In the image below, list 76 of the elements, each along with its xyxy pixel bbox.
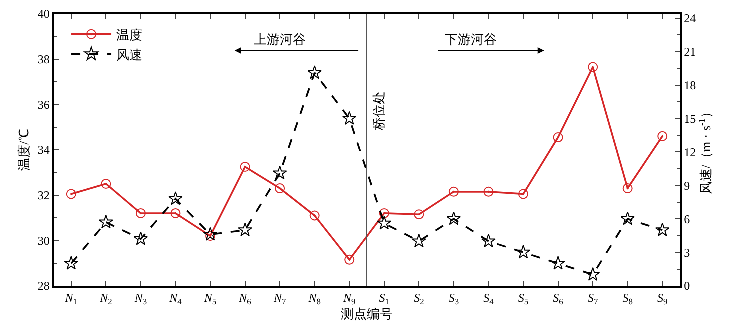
- x-tick-label: N$_{3}$: [134, 291, 148, 307]
- y2-tick-label: 12: [684, 145, 696, 160]
- point: [101, 179, 112, 189]
- point: [136, 208, 146, 218]
- point: [655, 222, 670, 236]
- y-tick-label: 34: [38, 143, 50, 158]
- legend-label: 风速: [116, 47, 143, 62]
- point: [275, 184, 286, 194]
- point: [99, 214, 114, 229]
- point: [344, 254, 355, 265]
- y2-tick-label: 21: [684, 45, 696, 60]
- y-tick-label: 40: [38, 7, 50, 22]
- x-tick-label: S$_{7}$: [588, 291, 598, 307]
- x-tick-label: N$_{7}$: [272, 291, 286, 307]
- annotation: 桥位处: [371, 92, 386, 132]
- x-tick-label: N$_{2}$: [99, 291, 112, 307]
- point: [482, 234, 496, 248]
- y-tick-label: 28: [38, 279, 50, 294]
- y2-tick-label: 3: [684, 246, 690, 260]
- y-tick-label: 32: [38, 188, 50, 203]
- x-tick-label: S$_{4}$: [484, 291, 495, 307]
- x-tick-label: S$_{5}$: [518, 291, 529, 307]
- y-tick-label: 30: [38, 234, 50, 248]
- annotation: 上游河谷: [254, 32, 306, 47]
- y2-tick-label: 18: [684, 78, 696, 93]
- x-tick-label: N$_{8}$: [308, 291, 321, 307]
- y2-tick-label: 9: [684, 178, 690, 193]
- point: [238, 222, 252, 236]
- point: [342, 111, 357, 125]
- point: [240, 162, 250, 172]
- point: [588, 62, 598, 72]
- point: [379, 208, 390, 218]
- point: [310, 210, 320, 221]
- y2-tick-label: 6: [684, 212, 690, 226]
- point: [553, 132, 564, 143]
- point: [622, 184, 633, 194]
- point: [170, 208, 181, 218]
- x-tick-label: N$_{6}$: [238, 291, 252, 307]
- point: [64, 256, 79, 270]
- point: [272, 166, 288, 180]
- point: [203, 227, 218, 241]
- annotation: 下游河谷: [445, 32, 497, 47]
- point: [168, 192, 183, 206]
- y2-tick-label: 24: [684, 12, 696, 26]
- x-tick-label: S$_{1}$: [379, 291, 390, 307]
- point: [308, 66, 322, 80]
- point: [516, 245, 531, 259]
- point: [551, 256, 566, 270]
- x-axis-title: 测点编号: [341, 306, 393, 322]
- point: [414, 210, 424, 220]
- point: [377, 216, 392, 230]
- x-tick-label: S$_{9}$: [658, 291, 668, 307]
- point: [620, 212, 635, 226]
- x-tick-label: S$_{8}$: [622, 291, 633, 307]
- y-tick-label: 36: [38, 98, 50, 112]
- legend-label: 温度: [116, 27, 143, 42]
- x-tick-label: N$_{4}$: [168, 291, 183, 307]
- point: [484, 186, 494, 197]
- point: [658, 131, 668, 142]
- x-tick-label: N$_{1}$: [64, 291, 78, 307]
- y2-tick-label: 15: [684, 112, 696, 126]
- point: [448, 186, 459, 197]
- point: [518, 189, 528, 200]
- y2-tick-label: 0: [684, 279, 690, 294]
- x-tick-label: N$_{9}$: [342, 291, 356, 307]
- point: [134, 232, 148, 246]
- x-tick-label: S$_{2}$: [414, 291, 424, 307]
- point: [586, 267, 600, 282]
- point: [66, 189, 76, 200]
- x-tick-label: N$_{5}$: [203, 291, 217, 307]
- y-axis-title: 温度/℃: [16, 129, 32, 171]
- point: [412, 234, 426, 248]
- point: [446, 212, 462, 226]
- y-tick-label: 38: [38, 52, 50, 67]
- x-tick-label: S$_{3}$: [448, 291, 460, 307]
- x-tick-label: S$_{6}$: [553, 291, 564, 307]
